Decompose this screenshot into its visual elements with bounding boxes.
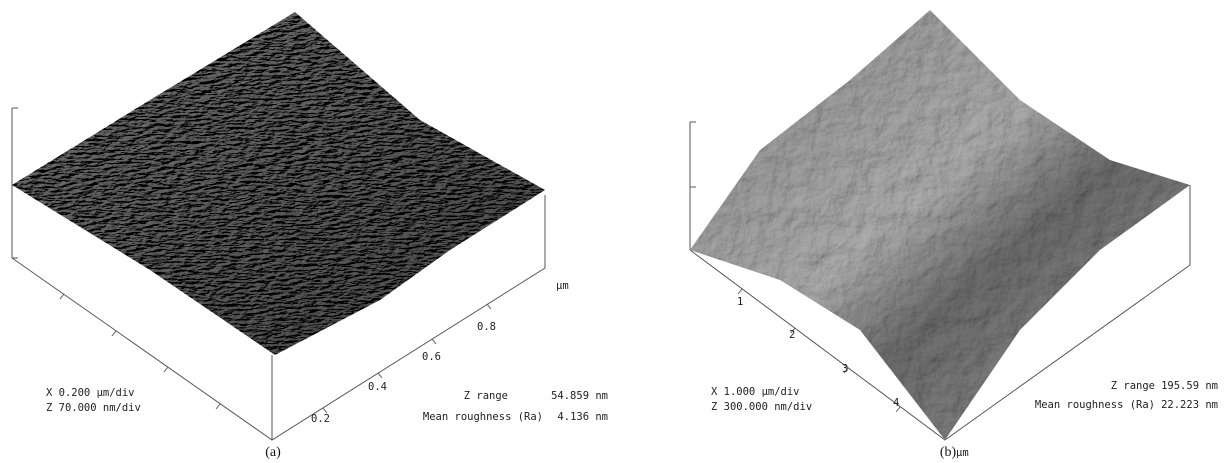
axis-unit: µm (956, 447, 969, 459)
panel-b: 1 2 3 4 µm X 1.000 µm/div Z 300.000 nm/d… (690, 10, 1218, 460)
tick-label: 2 (789, 329, 795, 341)
panel-a: 0.2 0.4 0.6 0.8 µm X 0.200 µm/div Z 70.0… (12, 12, 608, 460)
z-range: 195.59 nm (1161, 380, 1218, 392)
x-scale: X 1.000 µm/div (711, 386, 800, 398)
roughness: 22.223 nm (1161, 399, 1218, 411)
tick-label: 1 (737, 296, 743, 308)
z-range-label: Z range (464, 390, 508, 402)
roughness-label: Mean roughness (Ra) (1035, 399, 1155, 411)
tick-label: 3 (842, 363, 848, 375)
z-range: 54.859 nm (551, 390, 608, 402)
z-scale: Z 70.000 nm/div (46, 402, 141, 414)
axis-unit: µm (556, 280, 569, 292)
tick-label: 0.8 (477, 321, 496, 333)
z-scale: Z 300.000 nm/div (711, 401, 812, 413)
tick-label: 4 (893, 397, 899, 409)
z-range-label: Z range (1111, 380, 1155, 392)
tick-label: 0.4 (368, 381, 387, 393)
figure: 0.2 0.4 0.6 0.8 µm X 0.200 µm/div Z 70.0… (0, 0, 1225, 463)
tick-label: 0.6 (422, 351, 441, 363)
x-scale: X 0.200 µm/div (46, 387, 135, 399)
caption: (a) (265, 445, 281, 460)
surface (690, 10, 1190, 440)
roughness: 4.136 nm (557, 411, 608, 423)
tick-label: 0.2 (311, 413, 330, 425)
caption: (b) (940, 445, 957, 460)
surface (12, 12, 545, 355)
roughness-label: Mean roughness (Ra) (423, 411, 543, 423)
